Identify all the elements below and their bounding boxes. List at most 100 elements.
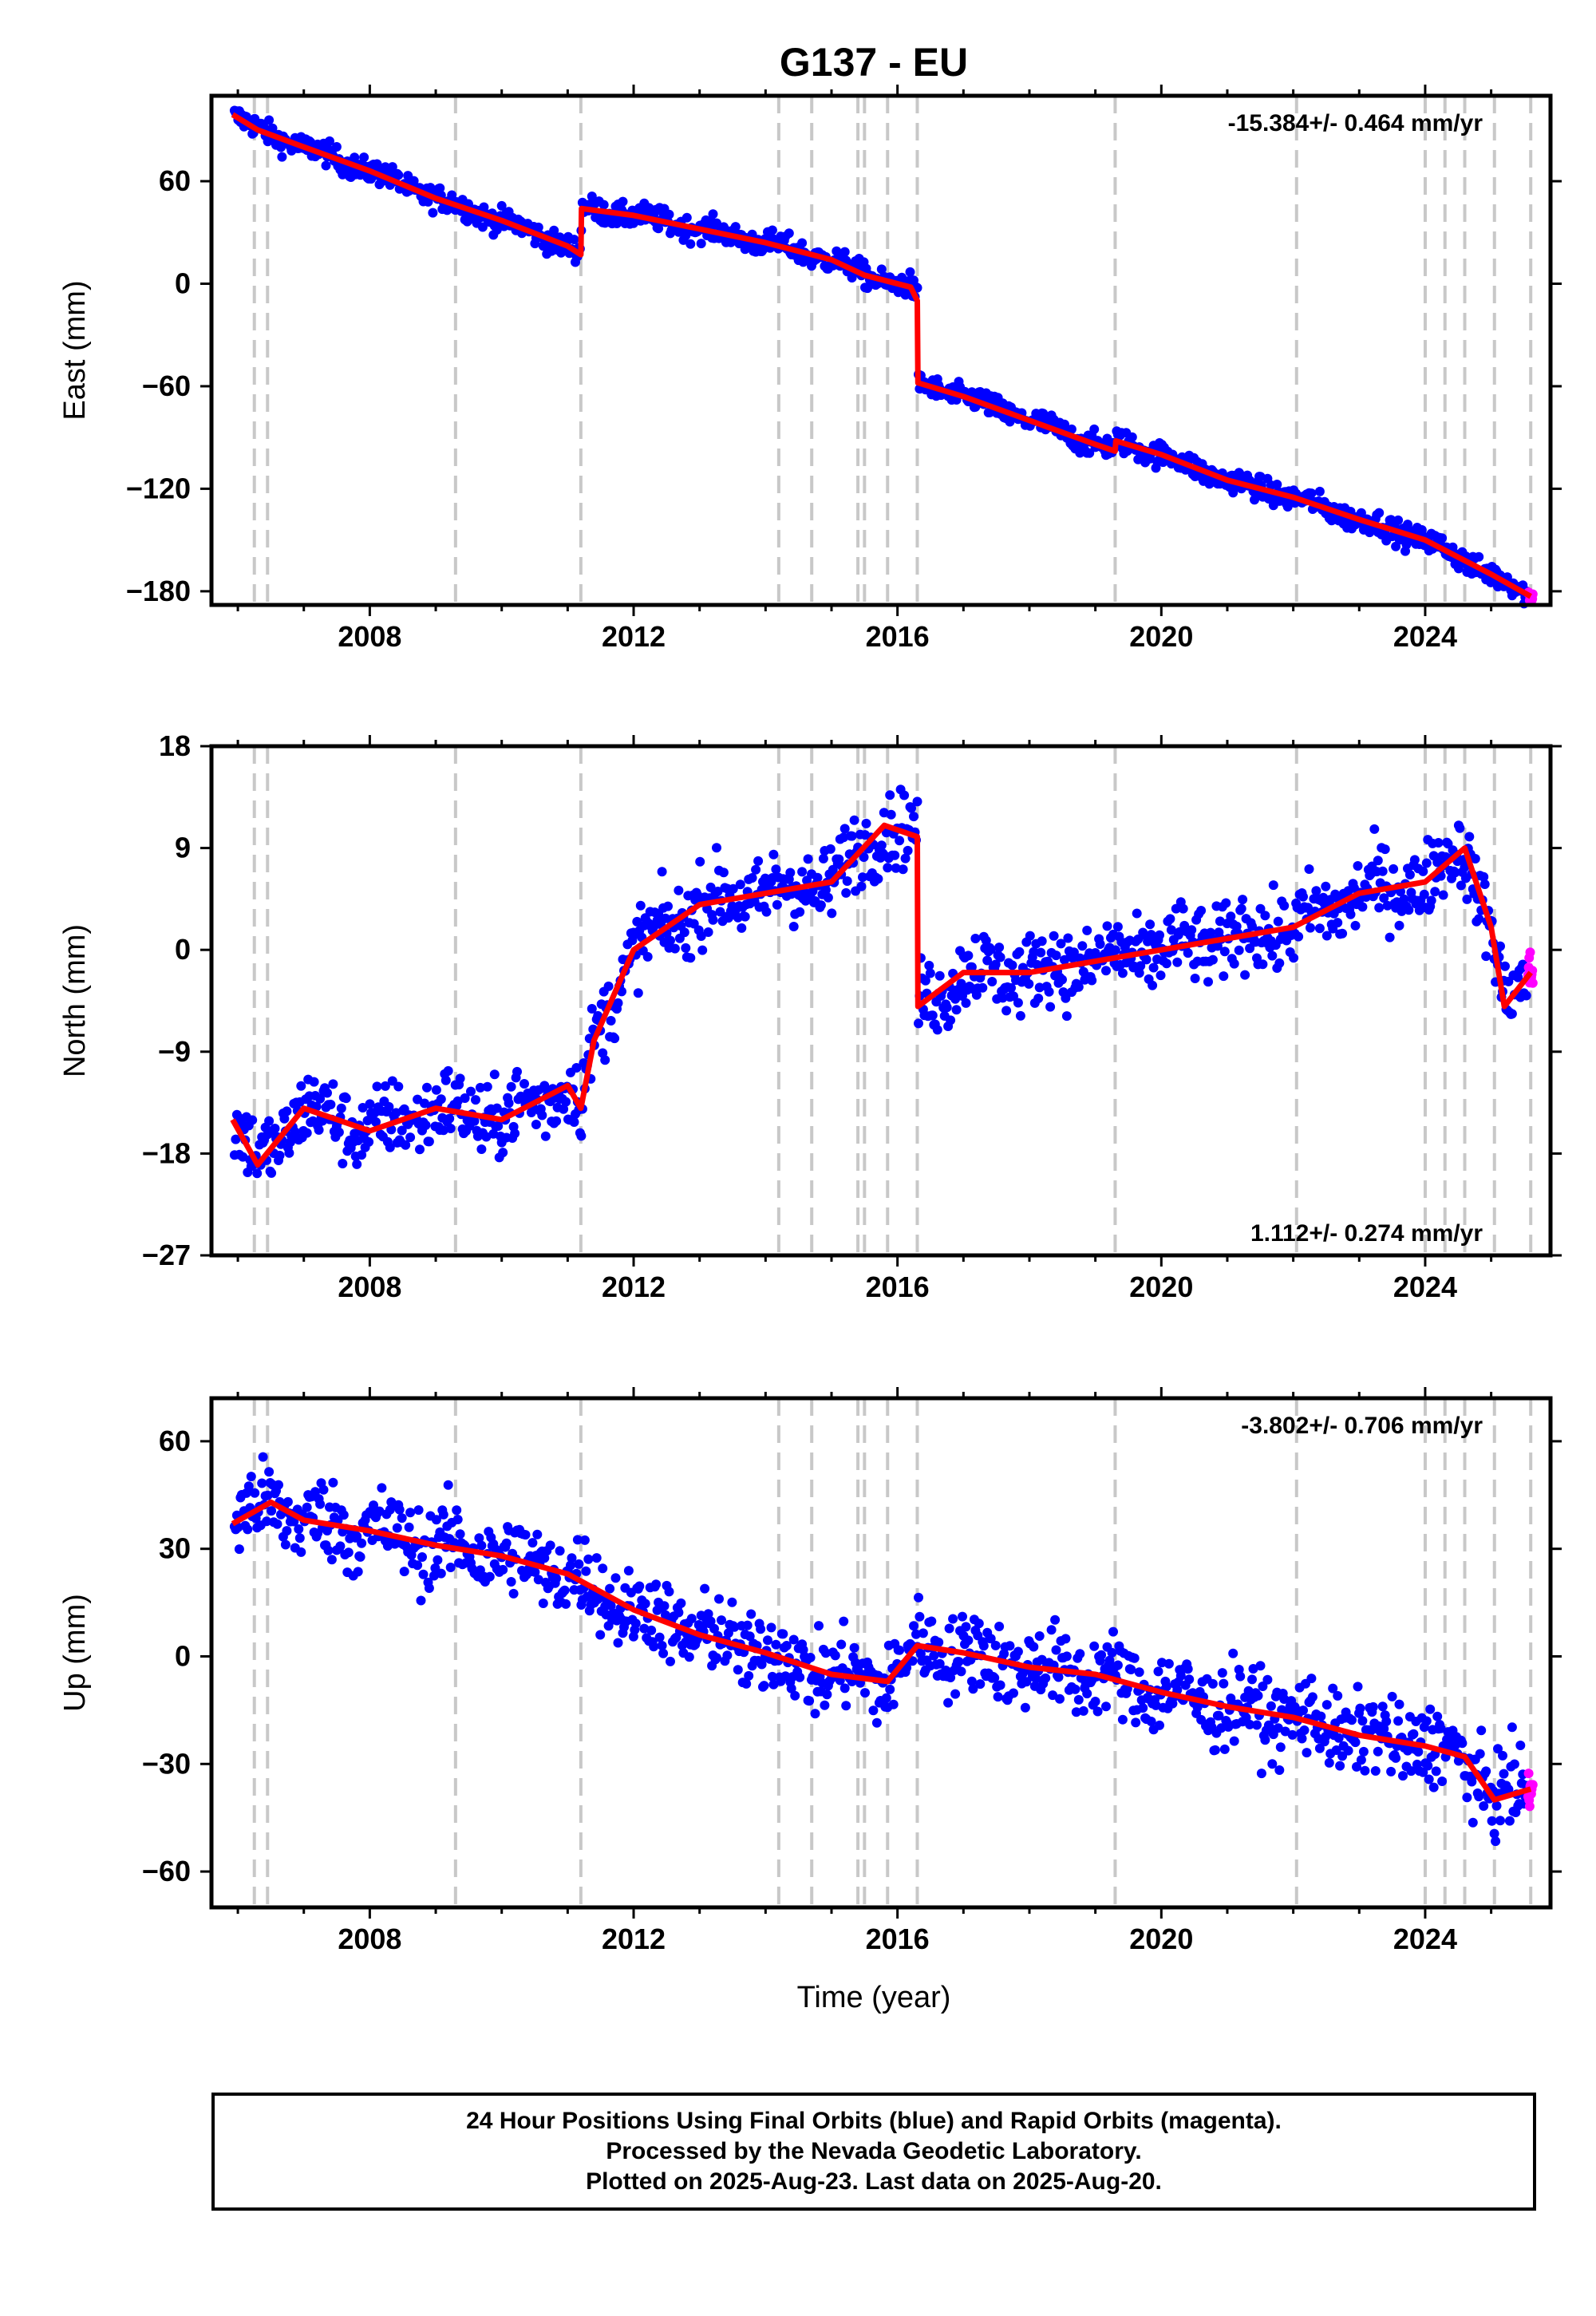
rapid-orbit-point	[1527, 978, 1538, 988]
final-orbit-point	[728, 883, 738, 894]
y-tick-label: −30	[142, 1747, 191, 1780]
final-orbit-point	[1321, 931, 1332, 941]
final-orbit-point	[444, 1113, 455, 1124]
final-orbit-point	[1061, 993, 1071, 1003]
final-orbit-point	[1165, 914, 1175, 924]
final-orbit-point	[387, 1076, 397, 1086]
final-orbit-point	[252, 1168, 263, 1179]
y-tick-label: −9	[158, 1035, 191, 1068]
final-orbit-point	[1207, 954, 1218, 965]
final-orbit-point	[1161, 1682, 1171, 1692]
final-orbit-point	[270, 1124, 280, 1133]
final-orbit-point	[234, 1544, 244, 1555]
final-orbit-point	[990, 1673, 1000, 1683]
final-orbit-point	[294, 1533, 305, 1543]
final-orbit-point	[664, 209, 674, 219]
final-orbit-point	[1013, 1646, 1023, 1657]
y-tick-label: −60	[142, 370, 191, 402]
final-orbit-point	[934, 970, 945, 981]
final-orbit-point	[700, 1583, 710, 1594]
final-orbit-point	[795, 1672, 805, 1682]
final-orbit-point	[1157, 1658, 1167, 1668]
final-orbit-point	[951, 1005, 962, 1015]
final-orbit-point	[927, 1010, 938, 1021]
final-orbit-point	[1049, 931, 1059, 941]
final-orbit-point	[583, 1554, 594, 1564]
final-orbit-point	[1145, 919, 1156, 930]
final-orbit-point	[1391, 541, 1401, 551]
final-orbit-point	[966, 962, 977, 972]
final-orbit-point	[1046, 1625, 1057, 1635]
final-orbit-point	[1238, 895, 1248, 905]
y-tick-label: 9	[175, 832, 191, 864]
final-orbit-point	[1025, 931, 1035, 941]
final-orbit-point	[1379, 1724, 1389, 1734]
final-orbit-point	[540, 1131, 551, 1141]
final-orbit-point	[1436, 1723, 1446, 1733]
final-orbit-point	[1450, 868, 1460, 878]
final-orbit-point	[1075, 1649, 1085, 1659]
final-orbit-point	[1260, 1735, 1270, 1745]
final-orbit-point	[257, 1478, 267, 1488]
final-orbit-point	[1092, 1706, 1103, 1717]
final-orbit-point	[1377, 866, 1388, 876]
final-orbit-point	[581, 1566, 591, 1576]
final-orbit-point	[1029, 1642, 1039, 1652]
final-orbit-point	[1234, 945, 1244, 955]
final-orbit-point	[1101, 1701, 1111, 1712]
final-orbit-point	[1117, 1714, 1128, 1725]
final-orbit-point	[443, 1065, 453, 1076]
final-orbit-point	[1082, 925, 1092, 935]
final-orbit-point	[1219, 947, 1230, 957]
final-orbit-point	[250, 1488, 260, 1498]
final-orbit-point	[768, 849, 779, 860]
final-orbit-point	[1273, 916, 1283, 927]
final-orbit-point	[1078, 1705, 1088, 1716]
final-orbit-point	[530, 1567, 540, 1577]
final-orbit-point	[1051, 951, 1061, 961]
final-orbit-point	[338, 1159, 348, 1168]
final-orbit-point	[823, 892, 833, 903]
panel-frame	[209, 744, 1553, 1258]
final-orbit-point	[881, 828, 891, 838]
final-orbit-point	[1386, 1766, 1396, 1777]
final-orbit-point	[1096, 1650, 1107, 1660]
final-orbit-point	[246, 1472, 256, 1482]
panel-1: 60 0 −60 −120 −180 2008 2012 2016 2020 2024 East (…	[58, 85, 1562, 653]
final-orbit-point	[404, 1522, 414, 1532]
final-orbit-point	[504, 1098, 514, 1109]
final-orbit-point	[1217, 1668, 1227, 1678]
final-orbit-point	[422, 1082, 432, 1093]
final-orbit-point	[1001, 1006, 1012, 1016]
final-orbit-point	[338, 1510, 349, 1520]
final-orbit-point	[282, 1496, 293, 1507]
final-orbit-point	[1352, 1761, 1361, 1772]
final-orbit-point	[1432, 1711, 1443, 1721]
final-orbit-point	[598, 200, 609, 210]
final-orbit-point	[603, 981, 614, 991]
final-orbit-point	[842, 876, 852, 886]
final-orbit-point	[387, 162, 397, 172]
final-orbit-point	[987, 977, 998, 986]
final-orbit-point	[591, 1553, 602, 1563]
final-orbit-point	[369, 1500, 378, 1511]
final-orbit-point	[623, 1566, 634, 1576]
y-axis-label: East (mm)	[58, 280, 92, 420]
final-orbit-point	[771, 1639, 781, 1650]
final-orbit-point	[415, 1144, 425, 1155]
final-orbit-point	[659, 1601, 670, 1611]
final-orbit-point	[613, 1638, 623, 1648]
final-orbit-point	[385, 1142, 395, 1152]
final-orbit-point	[849, 815, 859, 825]
final-orbit-point	[757, 1659, 767, 1670]
final-orbit-point	[1013, 998, 1023, 1008]
final-orbit-point	[1240, 970, 1250, 980]
final-orbit-point	[756, 1624, 766, 1634]
final-orbit-point	[460, 1093, 470, 1103]
final-orbit-point	[784, 228, 794, 239]
final-orbit-point	[651, 1579, 662, 1590]
final-orbit-point	[803, 854, 813, 864]
final-orbit-point	[1095, 939, 1105, 949]
final-orbit-point	[405, 1132, 416, 1143]
final-orbit-point	[551, 1573, 562, 1583]
